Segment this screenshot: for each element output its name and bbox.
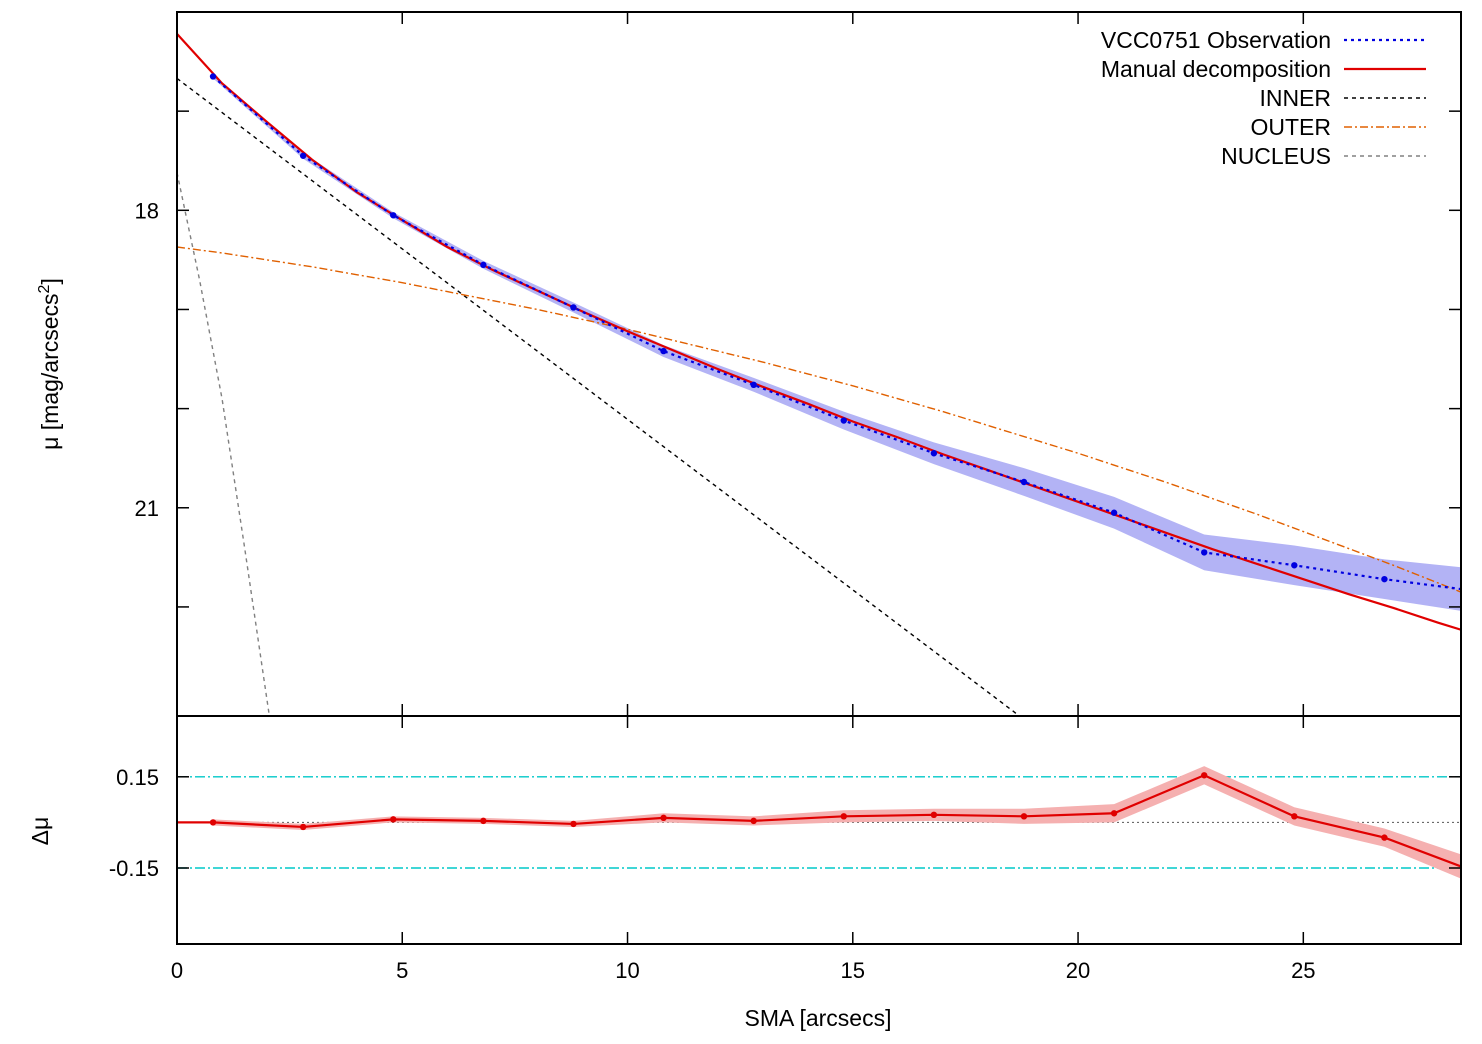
residual-error-band: [213, 766, 1461, 879]
residual-point: [840, 813, 847, 820]
residual-frame: [176, 715, 1462, 945]
y-axis-label-main: μ [mag/arcsecs: [37, 293, 63, 449]
y-axis-label-profile: μ [mag/arcsecs2]: [36, 278, 63, 450]
legend: VCC0751 Observation Manual decomposition I…: [1101, 27, 1426, 169]
x-tick-label: 5: [396, 958, 408, 983]
nucleus-component-line: [177, 172, 271, 716]
legend-label: VCC0751 Observation: [1101, 27, 1331, 53]
profile-plot-area: [177, 33, 1461, 716]
x-axis-label: SMA [arcsecs]: [745, 1005, 892, 1031]
legend-label: OUTER: [1251, 114, 1332, 140]
residual-plot-area: [177, 766, 1461, 879]
x-tick-label: 0: [171, 958, 183, 983]
residual-panel: 0.15 -0.15 0 5 10 15 20 25: [109, 715, 1462, 983]
observation-point: [1291, 562, 1298, 569]
observation-point: [299, 152, 307, 159]
observation-point: [570, 304, 577, 311]
legend-label: INNER: [1259, 85, 1331, 111]
legend-label: NUCLEUS: [1221, 143, 1331, 169]
observation-point: [390, 212, 397, 219]
residual-point: [1020, 813, 1028, 820]
inner-component-line: [177, 77, 1020, 716]
observation-point: [750, 381, 757, 389]
residual-y-tick-label: -0.15: [109, 856, 159, 881]
residual-point: [1291, 813, 1298, 820]
observation-point: [1110, 509, 1118, 516]
residual-point: [209, 819, 217, 826]
y-axis-label-sup: 2: [36, 284, 53, 293]
x-tick-label: 20: [1066, 958, 1090, 983]
y-axis-label-residual: Δμ: [27, 817, 53, 846]
y-axis-label-close: ]: [37, 278, 63, 284]
outer-component-line: [177, 246, 1461, 593]
profile-y-tick-label: 21: [135, 496, 159, 521]
residual-point: [480, 817, 487, 825]
observation-point: [1381, 575, 1388, 583]
observation-point: [1201, 549, 1208, 556]
observation-point: [840, 417, 847, 424]
observation-point: [660, 347, 667, 355]
x-tick-label: 15: [841, 958, 865, 983]
residual-point: [1381, 834, 1388, 841]
x-tick-label: 10: [615, 958, 639, 983]
residual-point: [390, 816, 397, 823]
observation-error-band: [213, 74, 1461, 611]
profile-y-tick-label: 18: [135, 198, 159, 223]
observation-point: [209, 73, 217, 80]
residual-point: [750, 817, 757, 825]
residual-point: [1201, 772, 1208, 779]
observation-point: [930, 450, 938, 457]
residual-line: [177, 774, 1461, 868]
residual-y-tick-label: 0.15: [116, 765, 159, 790]
legend-label: Manual decomposition: [1101, 56, 1331, 82]
observation-point: [1020, 478, 1028, 486]
residual-point: [660, 814, 667, 822]
residual-point: [299, 823, 307, 831]
residual-point: [1110, 810, 1118, 817]
residual-point: [570, 820, 577, 828]
x-tick-label: 25: [1291, 958, 1315, 983]
residual-point: [930, 811, 938, 818]
observation-point: [480, 261, 487, 269]
